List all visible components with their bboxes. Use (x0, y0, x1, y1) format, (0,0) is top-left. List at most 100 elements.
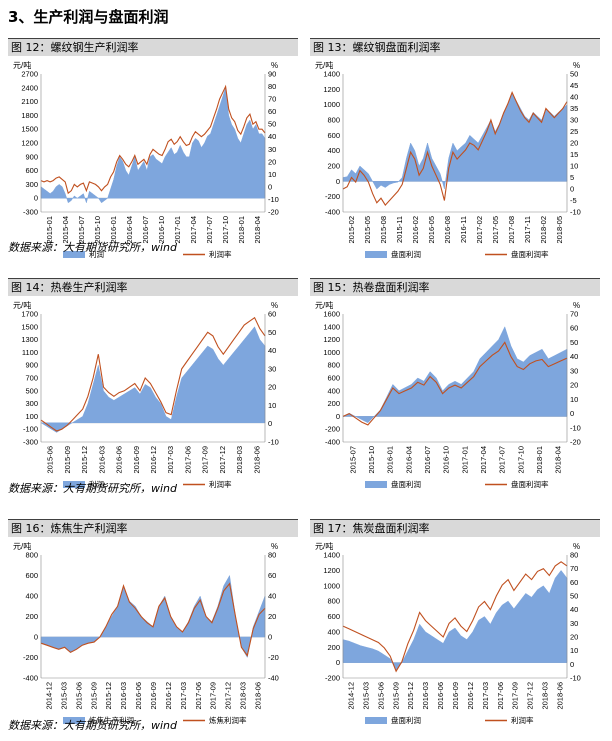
x-tick-label: 2017-04 (479, 446, 488, 474)
right-tick-label: 0 (570, 660, 574, 669)
chart-panel-4: 图 15：热卷盘面利润率 元/吨% -400 -200 0 200 400 600 800 10… (310, 278, 600, 496)
x-tick-label: 2016-09 (132, 446, 141, 474)
right-tick-label: 10 (570, 395, 578, 404)
x-tick-label: 2016-06 (134, 682, 143, 710)
x-tick-label: 2016-04 (404, 446, 413, 474)
left-tick-label: 0 (34, 633, 38, 642)
right-tick-label: 90 (268, 70, 276, 79)
right-tick-label: 35 (570, 104, 578, 113)
x-tick-label: 2018-05 (555, 216, 564, 244)
left-tick-label: -200 (325, 425, 340, 434)
series-line-margin (40, 84, 266, 195)
legend-label-line: 盘面利润率 (511, 249, 549, 259)
x-tick-label: 2016-06 (115, 446, 124, 474)
x-tick-label: 2016-03 (421, 682, 430, 710)
right-tick-label: -10 (570, 208, 581, 217)
x-tick-label: 2018-01 (237, 216, 246, 244)
chart-title: 图 16：炼焦生产利润率 (8, 519, 298, 537)
left-tick-label: 600 (327, 374, 340, 383)
left-tick-label: -300 (23, 438, 38, 447)
x-tick-label: 2017-06 (496, 682, 505, 710)
right-tick-label: 60 (570, 578, 578, 587)
x-tick-label: 2017-11 (523, 216, 532, 243)
left-axis-unit: 元/吨 (13, 300, 31, 310)
right-tick-label: -5 (570, 196, 577, 205)
left-tick-label: 400 (327, 386, 340, 395)
right-tick-label: 50 (570, 338, 578, 347)
left-tick-label: 1200 (21, 139, 38, 148)
legend-label-area: 盘面利润 (391, 715, 421, 725)
legend-swatch-area (63, 481, 85, 488)
left-tick-label: 800 (327, 361, 340, 370)
left-tick-label: 2700 (21, 70, 38, 79)
left-tick-label: 600 (327, 131, 340, 140)
right-tick-label: 70 (570, 310, 578, 319)
x-tick-label: 2017-09 (511, 682, 520, 710)
legend-label-area: 利润 (89, 249, 104, 259)
x-tick-label: 2016-12 (149, 446, 158, 474)
left-tick-label: 1400 (323, 70, 340, 79)
x-tick-label: 2016-10 (442, 446, 451, 474)
x-tick-label: 2018-01 (535, 446, 544, 474)
left-tick-label: 0 (34, 194, 38, 203)
x-tick-label: 2015-02 (347, 216, 356, 244)
legend-label-line: 盘面利润率 (511, 479, 549, 489)
x-tick-label: 2014-12 (45, 682, 54, 710)
x-tick-label: 2017-07 (498, 446, 507, 474)
right-tick-label: 80 (268, 82, 276, 91)
right-tick-label: 60 (570, 324, 578, 333)
left-tick-label: 1200 (323, 566, 340, 575)
x-tick-label: 2017-04 (189, 216, 198, 244)
x-tick-label: 2017-09 (209, 682, 218, 710)
x-tick-label: 2016-02 (411, 216, 420, 244)
left-tick-label: -300 (23, 208, 38, 217)
right-axis-unit: % (573, 542, 580, 551)
x-tick-label: 2015-06 (376, 682, 385, 710)
x-tick-label: 2016-12 (164, 682, 173, 710)
chart-futures-profit-coke: 元/吨 % -200 0 200 400 600 800 1000 1200 1400 -10 0 10 2… (315, 541, 581, 725)
x-tick-label: 2018-06 (252, 446, 261, 474)
source-note: 数据来源：大有期货研究所，wind (8, 241, 178, 254)
legend-swatch-area (365, 251, 387, 258)
legend-label-area: 盘面利润 (391, 249, 421, 259)
right-tick-label: 50 (570, 592, 578, 601)
left-tick-label: -100 (23, 425, 38, 434)
legend-label-area: 利润 (89, 479, 104, 489)
chart-panel-6: 图 17：焦炭盘面利润率 元/吨% -200 0 200 400 600 800 1000 12… (310, 519, 600, 732)
right-tick-label: 30 (570, 116, 578, 125)
x-tick-label: 2017-07 (205, 216, 214, 244)
right-tick-label: -10 (268, 195, 279, 204)
right-tick-label: 20 (570, 633, 578, 642)
x-tick-label: 2016-03 (97, 446, 106, 474)
legend-label-area: 炼焦生产利润 (89, 715, 134, 725)
left-tick-label: 1700 (21, 310, 38, 319)
left-tick-label: 1200 (323, 85, 340, 94)
left-tick-label: 2400 (21, 83, 38, 92)
right-tick-label: 70 (268, 95, 276, 104)
right-tick-label: -40 (268, 674, 279, 683)
left-tick-label: 2100 (21, 97, 38, 106)
x-tick-label: 2015-06 (74, 682, 83, 710)
right-tick-label: 20 (268, 383, 276, 392)
chart-title: 图 17：焦炭盘面利润率 (310, 519, 600, 537)
series-area-profit (342, 92, 568, 190)
left-tick-label: -200 (325, 192, 340, 201)
series-line-margin (40, 316, 266, 432)
x-tick-label: 2015-12 (80, 446, 89, 474)
left-tick-label: 200 (327, 162, 340, 171)
right-tick-label: 0 (570, 409, 574, 418)
section-title: 3、生产利润与盘面利润 (8, 8, 169, 26)
x-tick-label: 2018-04 (253, 216, 262, 244)
left-tick-label: 800 (327, 597, 340, 606)
right-tick-label: 30 (570, 619, 578, 628)
left-tick-label: 1100 (22, 348, 38, 357)
right-tick-label: 40 (268, 592, 276, 601)
left-tick-label: 1400 (323, 551, 340, 560)
x-tick-label: 2017-03 (179, 682, 188, 710)
chart-title: 图 15：热卷盘面利润率 (310, 278, 600, 296)
left-tick-label: 1800 (21, 111, 38, 120)
right-tick-label: 60 (268, 107, 276, 116)
right-tick-label: 60 (268, 571, 276, 580)
left-tick-label: 200 (327, 643, 340, 652)
chart-panel-1: 图 12：螺纹钢生产利润率 元/吨% -300 0 300 600 900 1200 1500… (8, 38, 298, 266)
